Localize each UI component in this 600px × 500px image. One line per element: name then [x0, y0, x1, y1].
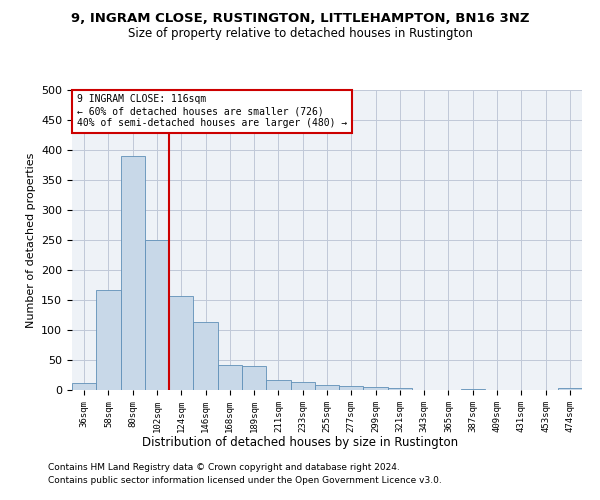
Text: Size of property relative to detached houses in Rustington: Size of property relative to detached ho… — [128, 28, 472, 40]
Y-axis label: Number of detached properties: Number of detached properties — [26, 152, 35, 328]
Bar — [558, 388, 582, 390]
Bar — [339, 386, 364, 390]
Bar — [315, 385, 339, 390]
Text: 9, INGRAM CLOSE, RUSTINGTON, LITTLEHAMPTON, BN16 3NZ: 9, INGRAM CLOSE, RUSTINGTON, LITTLEHAMPT… — [71, 12, 529, 26]
Text: 9 INGRAM CLOSE: 116sqm
← 60% of detached houses are smaller (726)
40% of semi-de: 9 INGRAM CLOSE: 116sqm ← 60% of detached… — [77, 94, 347, 128]
Bar — [193, 322, 218, 390]
Bar — [388, 388, 412, 390]
Bar — [72, 384, 96, 390]
Bar — [96, 290, 121, 390]
Text: Distribution of detached houses by size in Rustington: Distribution of detached houses by size … — [142, 436, 458, 449]
Bar — [242, 366, 266, 390]
Bar — [266, 380, 290, 390]
Bar — [290, 382, 315, 390]
Text: Contains public sector information licensed under the Open Government Licence v3: Contains public sector information licen… — [48, 476, 442, 485]
Text: Contains HM Land Registry data © Crown copyright and database right 2024.: Contains HM Land Registry data © Crown c… — [48, 464, 400, 472]
Bar — [218, 365, 242, 390]
Bar — [121, 156, 145, 390]
Bar — [364, 387, 388, 390]
Bar — [461, 389, 485, 390]
Bar — [145, 240, 169, 390]
Bar — [169, 296, 193, 390]
